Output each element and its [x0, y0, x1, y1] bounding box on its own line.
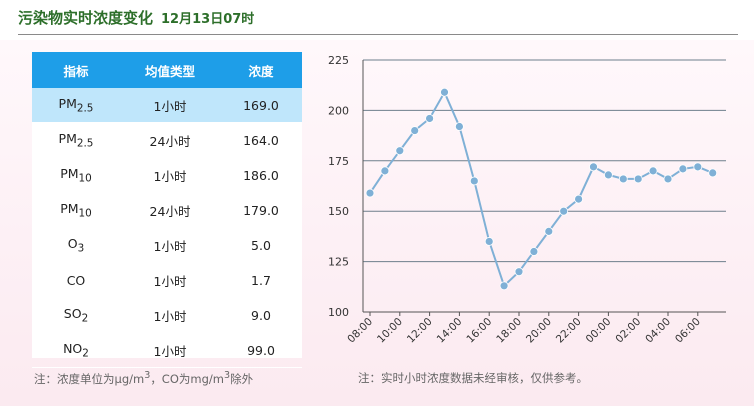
- unit-note-suffix: 除外: [230, 371, 254, 386]
- average-type-cell: 1小时: [120, 297, 220, 333]
- indicator-subscript: 2.5: [76, 102, 94, 115]
- unit-note: 注：浓度单位为μg/m3，CO为mg/m3除外: [34, 370, 253, 387]
- indicator-cell: NO2: [32, 332, 120, 368]
- concentration-cell: 5.0: [220, 227, 302, 263]
- unit-note-mid: ，CO为mg/m: [150, 371, 224, 386]
- average-type-cell: 1小时: [120, 157, 220, 193]
- concentration-cell: 186.0: [220, 157, 302, 193]
- indicator-name: SO: [63, 305, 82, 321]
- average-type-cell: 1小时: [120, 227, 220, 263]
- update-time: 12月13日07时: [161, 11, 255, 27]
- indicator-subscript: 2.5: [76, 137, 94, 150]
- average-type-cell: 1小时: [120, 88, 220, 123]
- concentration-cell: 179.0: [220, 192, 302, 228]
- indicator-cell: PM2.5: [32, 122, 120, 158]
- table-row: PM10 24小时 179.0: [32, 192, 302, 228]
- indicator-subscript: 10: [78, 207, 92, 220]
- table-row: PM2.5 24小时 164.0: [32, 122, 302, 158]
- indicator-name: NO: [63, 340, 83, 356]
- column-header-indicator: 指标: [32, 52, 120, 88]
- concentration-cell: 9.0: [220, 297, 302, 333]
- average-type-cell: 1小时: [120, 262, 220, 298]
- column-header-average-type: 均值类型: [120, 52, 220, 88]
- indicator-name: PM: [60, 200, 79, 216]
- indicator-cell: PM10: [32, 157, 120, 193]
- column-header-concentration: 浓度: [220, 52, 302, 88]
- indicator-cell: CO: [32, 262, 120, 298]
- table-row: PM10 1小时 186.0: [32, 157, 302, 193]
- table-row: O3 1小时 5.0: [32, 227, 302, 263]
- average-type-cell: 24小时: [120, 192, 220, 228]
- table-row: PM2.5 1小时 169.0: [32, 88, 302, 123]
- table-row: NO2 1小时 99.0: [32, 332, 302, 368]
- indicator-cell: PM10: [32, 192, 120, 228]
- unit-note-sup1: 3: [144, 370, 151, 381]
- unit-note-prefix: 注：浓度单位为μg/m: [34, 371, 145, 386]
- table-row: SO2 1小时 9.0: [32, 297, 302, 333]
- indicator-subscript: 2: [82, 347, 89, 360]
- concentration-cell: 169.0: [220, 88, 302, 123]
- indicator-name: CO: [66, 272, 86, 288]
- concentration-cell: 164.0: [220, 122, 302, 158]
- indicator-name: O: [67, 235, 78, 251]
- page-header: 污染物实时浓度变化 12月13日07时: [18, 0, 738, 35]
- indicator-subscript: 10: [78, 172, 92, 185]
- indicator-name: PM: [60, 165, 79, 181]
- indicator-name: PM: [58, 95, 77, 111]
- average-type-cell: 1小时: [120, 332, 220, 368]
- concentration-cell: 1.7: [220, 262, 302, 298]
- average-type-cell: 24小时: [120, 122, 220, 158]
- page-title: 污染物实时浓度变化: [18, 8, 154, 27]
- indicator-cell: O3: [32, 227, 120, 263]
- table-row: CO 1小时 1.7: [32, 262, 302, 298]
- indicator-subscript: 2: [81, 312, 89, 325]
- indicator-name: PM: [58, 130, 77, 146]
- table-header-row: 指标 均值类型 浓度: [32, 52, 302, 88]
- concentration-cell: 99.0: [220, 332, 302, 368]
- unit-note-sup2: 3: [223, 370, 231, 381]
- indicator-subscript: 3: [77, 242, 85, 255]
- indicator-cell: SO2: [32, 297, 120, 333]
- concentration-table: 指标 均值类型 浓度 PM2.5 1小时 169.0 PM2.5 24小时 164.0 PM…: [32, 52, 302, 368]
- data-disclaimer-note: 注：实时小时浓度数据未经审核，仅供参考。: [358, 371, 588, 385]
- indicator-cell: PM2.5: [32, 88, 120, 123]
